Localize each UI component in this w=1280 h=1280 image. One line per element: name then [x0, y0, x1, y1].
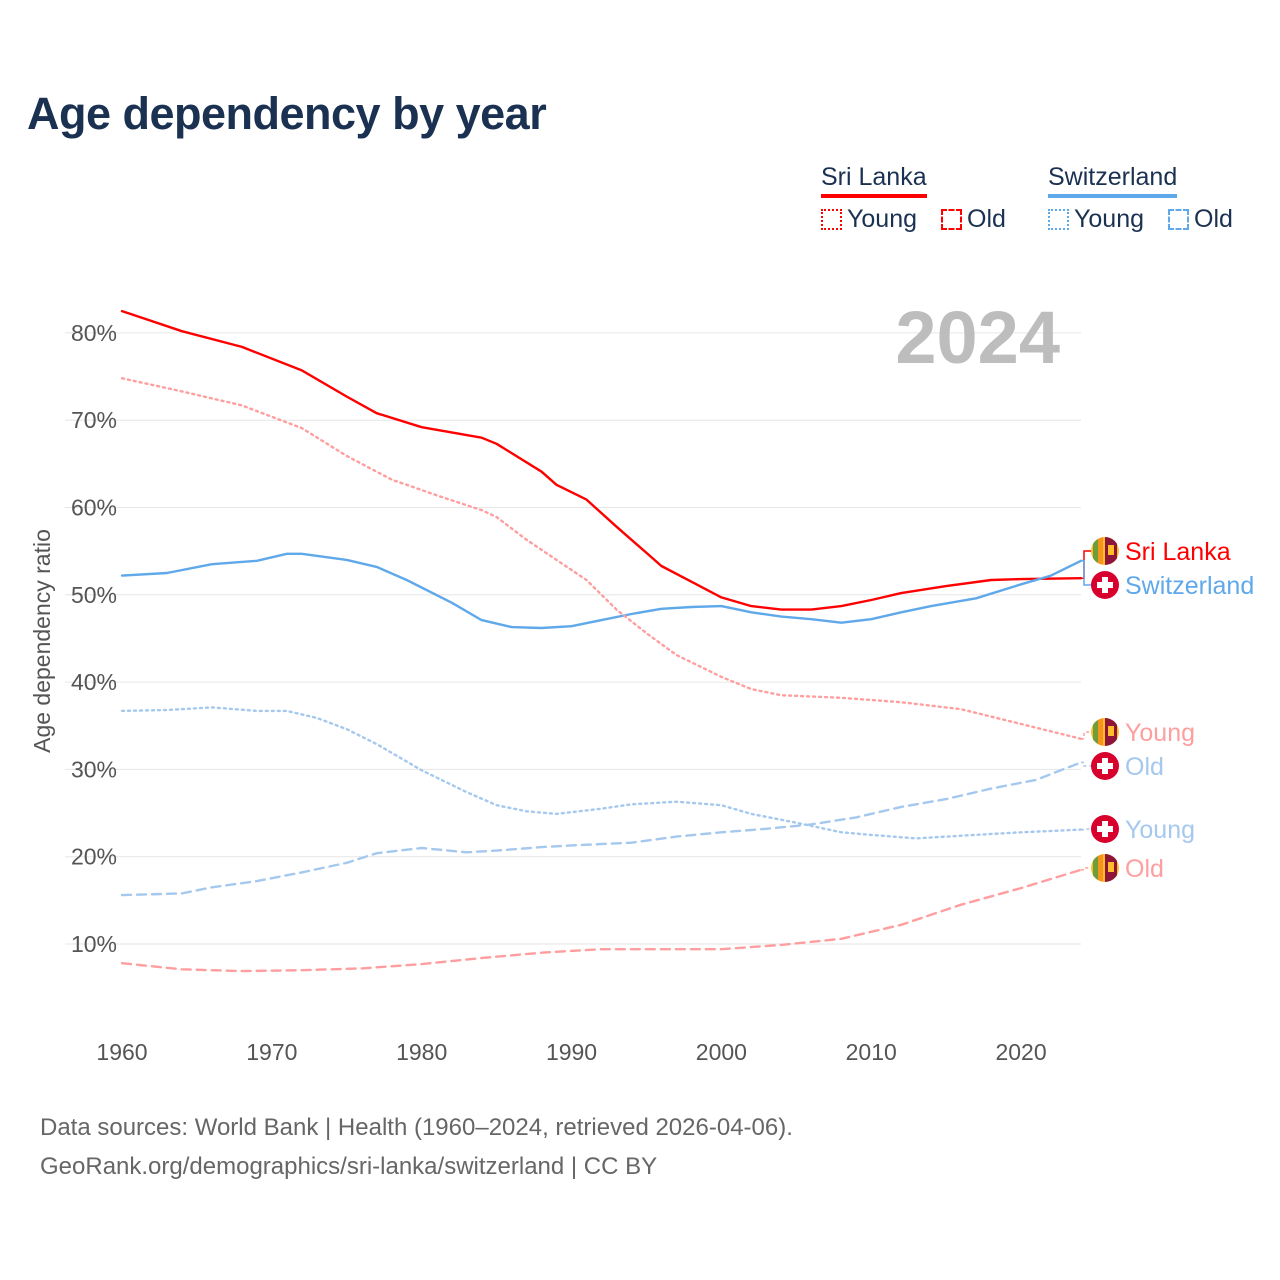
legend-label: Young [1074, 205, 1144, 233]
series-end-label: Young [1125, 719, 1195, 747]
series-end-label: Young [1125, 816, 1195, 844]
chart-title: Age dependency by year [27, 88, 547, 139]
series-line-sri-lanka-old [120, 868, 1083, 973]
legend-label: Old [1194, 205, 1233, 233]
x-tick-label: 1990 [546, 1039, 597, 1065]
legend-sri-lanka[interactable]: Sri Lanka [821, 163, 927, 198]
footer: Data sources: World Bank | Health (1960–… [40, 1108, 793, 1186]
series-line-switzerland [120, 552, 1083, 630]
dashed-swatch-icon [1168, 209, 1189, 230]
legend-sri-lanka-old[interactable]: Old [941, 205, 1006, 234]
x-tick-label: 1980 [396, 1039, 447, 1065]
legend-switzerland[interactable]: Switzerland [1048, 163, 1178, 198]
series-line-sri-lanka [120, 309, 1083, 611]
label-connector [1081, 828, 1092, 831]
label-connector [1081, 560, 1092, 586]
y-tick-label: 50% [71, 582, 117, 608]
source-link[interactable]: GeoRank.org/demographics/sri-lanka/switz… [40, 1153, 658, 1180]
sri-lanka-flag-icon [1091, 854, 1119, 882]
data-source-text: Data sources: World Bank | Health (1960–… [40, 1114, 793, 1141]
switzerland-flag-icon [1091, 815, 1119, 843]
legend-sri-lanka-young[interactable]: Young [821, 205, 917, 234]
year-label: 2024 [895, 296, 1060, 379]
legend-label: Young [847, 205, 917, 233]
series-line-switzerland-old [120, 761, 1083, 897]
y-tick-label: 40% [71, 669, 117, 695]
legend-switzerland-old[interactable]: Old [1168, 205, 1233, 234]
dotted-swatch-icon [821, 209, 842, 230]
dashed-swatch-icon [941, 209, 962, 230]
y-tick-label: 80% [71, 320, 117, 346]
x-tick-label: 1970 [246, 1039, 297, 1065]
x-tick-label: 2010 [846, 1039, 897, 1065]
label-connector [1081, 867, 1092, 871]
series-line-sri-lanka-young [120, 377, 1083, 740]
sri-lanka-flag-icon [1091, 537, 1119, 565]
y-tick-label: 30% [71, 756, 117, 782]
legend-label: Old [967, 205, 1006, 233]
legend-switzerland-young[interactable]: Young [1048, 205, 1144, 234]
x-tick-label: 2000 [696, 1039, 747, 1065]
sri-lanka-flag-icon [1091, 718, 1119, 746]
switzerland-flag-icon [1091, 752, 1119, 780]
series-end-label: Switzerland [1125, 572, 1254, 600]
switzerland-flag-icon [1091, 571, 1119, 599]
y-tick-label: 60% [71, 495, 117, 521]
label-connector [1081, 731, 1092, 740]
series-end-label: Old [1125, 753, 1164, 781]
y-tick-label: 20% [71, 844, 117, 870]
series-end-label: Old [1125, 855, 1164, 883]
label-connector [1081, 550, 1092, 579]
y-tick-label: 70% [71, 407, 117, 433]
y-tick-label: 10% [71, 931, 117, 957]
x-tick-label: 2020 [995, 1039, 1046, 1065]
x-tick-label: 1960 [96, 1039, 147, 1065]
dotted-swatch-icon [1048, 209, 1069, 230]
label-connector [1081, 761, 1092, 767]
series-line-switzerland-young [120, 706, 1083, 840]
series-end-label: Sri Lanka [1125, 538, 1231, 566]
y-axis-label: Age dependency ratio [29, 529, 55, 753]
